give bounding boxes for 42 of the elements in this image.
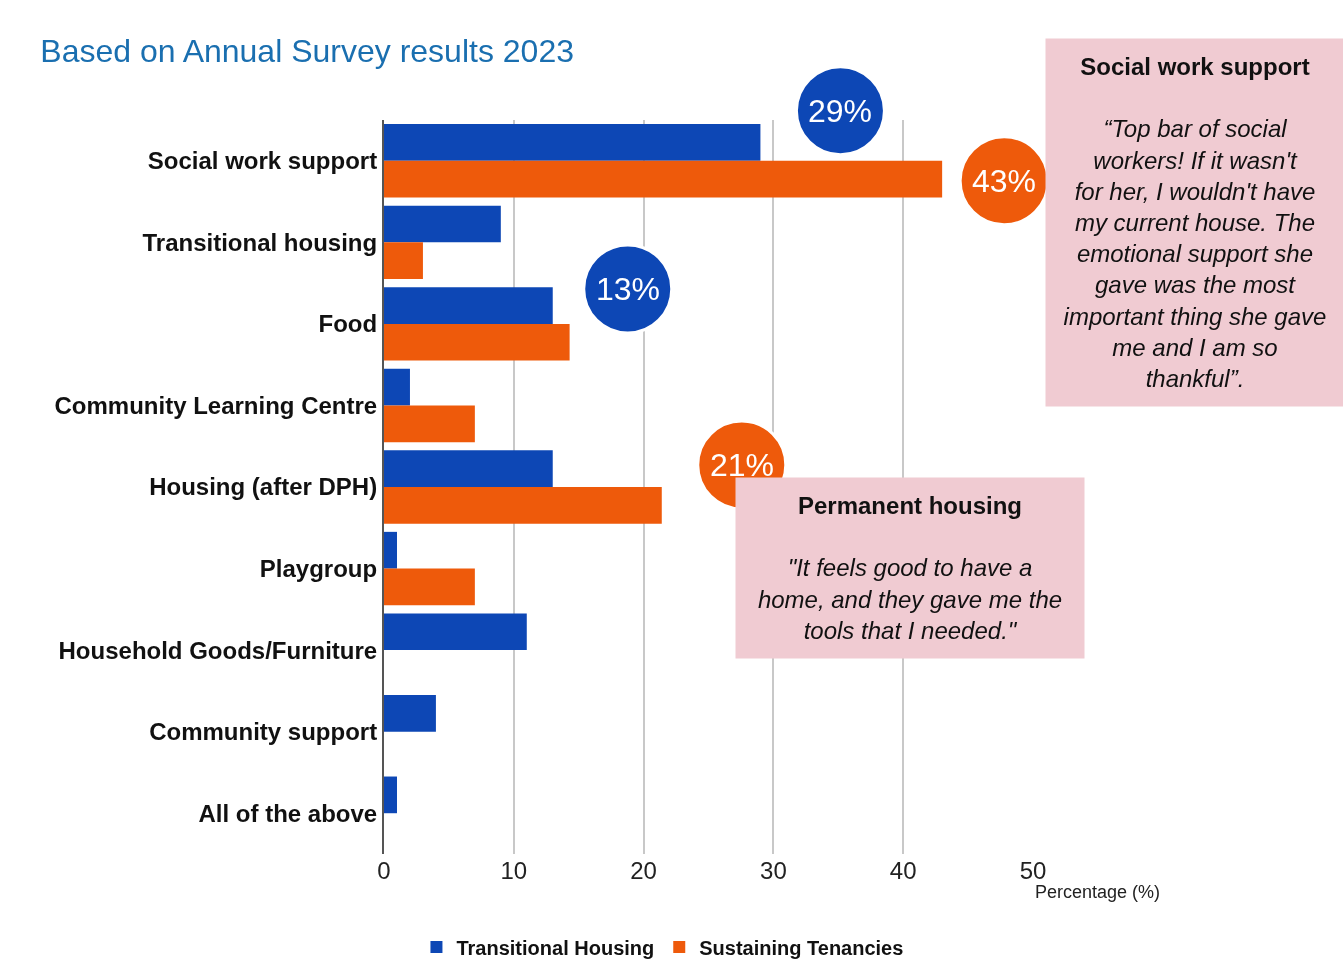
- bar: [384, 568, 475, 606]
- y-tick-label: Transitional housing: [142, 228, 378, 256]
- bar: [384, 613, 527, 651]
- legend-label: Transitional Housing: [456, 936, 655, 959]
- x-tick-label: 50: [1019, 857, 1047, 884]
- text: “Top bar of social workers! If it wasn't for her, I wouldn't have my current house. The emotional support she gave was the most important thing she gave me and I am so thankful”.: [1063, 115, 1327, 392]
- y-tick-label: Community support: [149, 718, 378, 746]
- y-tick-label: Community Learning Centre: [54, 391, 378, 419]
- x-tick-label: 10: [500, 857, 528, 884]
- chart-title: Based on Annual Survey results 2023: [40, 32, 574, 69]
- bar: [384, 487, 662, 524]
- legend-label: Sustaining Tenancies: [699, 936, 904, 959]
- annotation: Permanent housing: [797, 492, 1023, 519]
- bar: [384, 776, 397, 814]
- y-tick-label: Housing (after DPH): [149, 473, 378, 501]
- x-tick-label: 40: [889, 857, 917, 884]
- bar: [384, 694, 436, 732]
- x-tick-label: 20: [630, 857, 657, 884]
- annotation: 43%: [972, 163, 1037, 199]
- x-tick-label: 0: [377, 857, 391, 884]
- y-tick-label: All of the above: [198, 799, 378, 827]
- bar: [384, 205, 501, 243]
- bar: [384, 368, 410, 406]
- annotation: 13%: [596, 271, 661, 307]
- y-tick-label: Household Goods/Furniture: [58, 636, 378, 664]
- annotation: "It feels good to have a home, and they gave me the tools that I needed.": [757, 554, 1063, 644]
- y-tick-label: Social work support: [147, 147, 378, 175]
- y-tick-label: Food: [318, 310, 378, 338]
- bar: [384, 323, 570, 361]
- bar: [384, 405, 475, 443]
- bar: [384, 160, 943, 198]
- bar: [384, 450, 553, 487]
- x-axis-title: Percentage (%): [1035, 882, 1161, 902]
- x-tick-label: 30: [760, 857, 787, 884]
- annotation: 29%: [808, 93, 873, 129]
- bar: [384, 531, 397, 569]
- text: Social work support: [1080, 53, 1310, 80]
- bar: [384, 287, 553, 324]
- annotation: 21%: [710, 447, 775, 483]
- bar: [384, 124, 761, 161]
- bar: [384, 242, 423, 280]
- y-tick-label: Playgroup: [259, 554, 378, 582]
